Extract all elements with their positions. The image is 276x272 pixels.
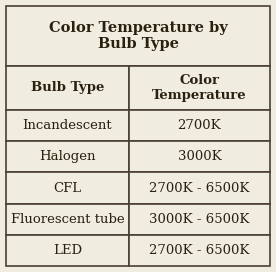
- Bar: [129, 204, 270, 235]
- Text: 3000K - 6500K: 3000K - 6500K: [149, 213, 250, 226]
- Text: CFL: CFL: [53, 181, 81, 194]
- Text: 2700K: 2700K: [177, 119, 221, 132]
- Text: Bulb Type: Bulb Type: [31, 82, 104, 94]
- Bar: [6, 235, 129, 266]
- Bar: [6, 110, 129, 141]
- Bar: [6, 66, 129, 110]
- Bar: [129, 235, 270, 266]
- Text: 3000K: 3000K: [177, 150, 221, 163]
- Text: 2700K - 6500K: 2700K - 6500K: [149, 181, 250, 194]
- Text: Fluorescent tube: Fluorescent tube: [10, 213, 124, 226]
- Bar: [6, 204, 129, 235]
- Text: Color Temperature by
Bulb Type: Color Temperature by Bulb Type: [49, 21, 227, 51]
- Text: Halogen: Halogen: [39, 150, 95, 163]
- Bar: [6, 141, 129, 172]
- Bar: [6, 6, 270, 66]
- Bar: [6, 172, 129, 204]
- Bar: [129, 172, 270, 204]
- Text: 2700K - 6500K: 2700K - 6500K: [149, 244, 250, 257]
- Bar: [129, 141, 270, 172]
- Text: Incandescent: Incandescent: [23, 119, 112, 132]
- Bar: [129, 110, 270, 141]
- Bar: [129, 66, 270, 110]
- Text: Color
Temperature: Color Temperature: [152, 74, 247, 102]
- Text: LED: LED: [53, 244, 82, 257]
